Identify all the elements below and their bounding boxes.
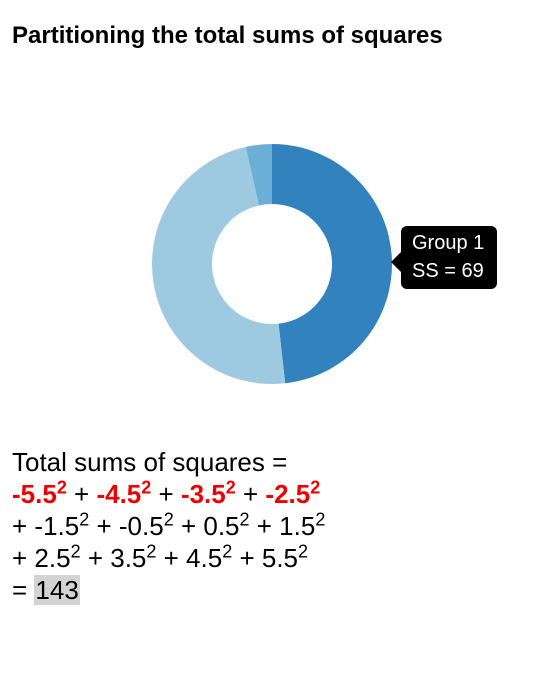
highlighted-deviation-term: -5.52: [12, 477, 67, 509]
total-ss-value: 143: [34, 575, 80, 605]
deviation-term: -1.52: [34, 509, 90, 541]
formula-result-line: = 143: [12, 574, 325, 606]
formula-line: + 2.52 + 3.52 + 4.52 + 5.52: [12, 541, 309, 573]
donut-slices: [151, 144, 393, 384]
highlighted-deviation-term: -4.52: [96, 477, 152, 509]
deviation-term: 1.52: [279, 509, 326, 541]
deviation-term: 2.52: [34, 541, 81, 573]
tooltip-pointer: [391, 252, 401, 272]
formula-line: -5.52 + -4.52 + -3.52 + -2.52: [12, 477, 321, 509]
deviation-term: -0.52: [118, 509, 174, 541]
formula-line: + -1.52 + -0.52 + 0.52 + 1.52: [12, 509, 326, 541]
highlighted-deviation-term: -3.52: [180, 477, 236, 509]
deviation-term: 5.52: [261, 541, 309, 573]
page-title: Partitioning the total sums of squares: [12, 22, 443, 49]
tooltip-group-label: Group 1: [412, 232, 485, 254]
donut-slice-3[interactable]: [245, 144, 272, 206]
formula-prefix: Total sums of squares =: [12, 447, 288, 477]
highlighted-deviation-term: -2.52: [265, 477, 321, 509]
donut-chart: [151, 144, 393, 384]
tooltip-ss-value: SS = 69: [412, 260, 484, 282]
deviation-term: 0.52: [203, 509, 250, 541]
donut-slice-1[interactable]: [272, 144, 393, 384]
donut-slice-2[interactable]: [151, 146, 286, 384]
deviation-term: 3.52: [110, 541, 157, 573]
sums-of-squares-formula: Total sums of squares = -5.52 + -4.52 + …: [12, 446, 325, 606]
deviation-term: 4.52: [186, 541, 233, 573]
formula-equals: =: [12, 575, 35, 605]
slice-tooltip: Group 1 SS = 69: [391, 226, 498, 289]
formula-terms: -5.52 + -4.52 + -3.52 + -2.52 + -1.52 + -…: [12, 478, 325, 574]
